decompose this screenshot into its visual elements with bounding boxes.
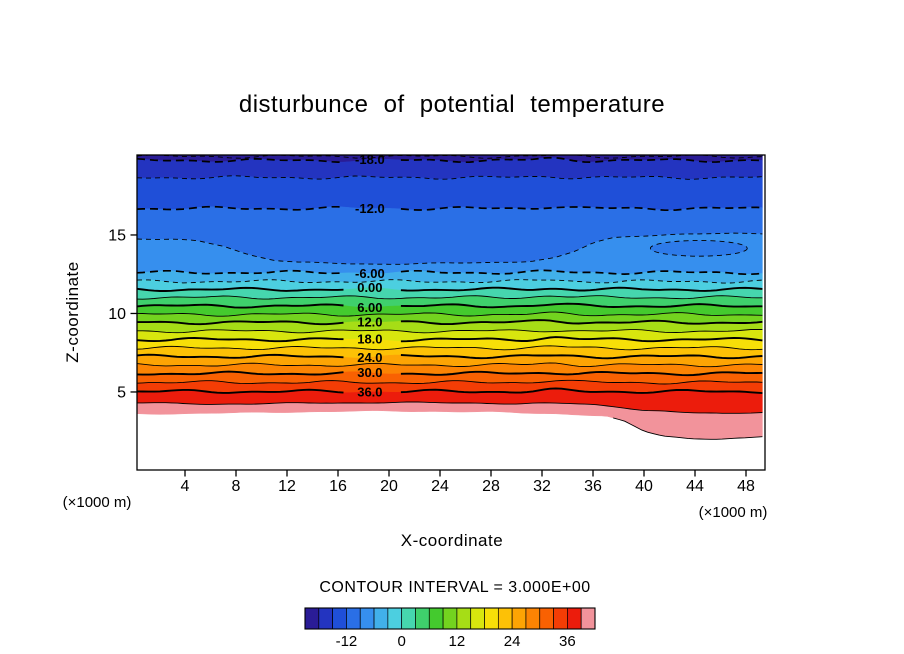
blob-outline [613,417,763,440]
contour-line [400,269,763,276]
y-tick-label: 15 [108,227,126,244]
contour-line-label: 12.0 [357,314,382,329]
colorbar-tick-label: 12 [449,633,466,650]
colorbar-segment [318,607,333,630]
colorbar-segment [359,607,375,630]
colorbar-segment [456,607,472,630]
contour-line [137,345,763,351]
y-axis-unit-label: (×1000 m) [63,494,132,511]
colorbar-segment [484,607,499,630]
contour-line [400,387,763,395]
minus9-loop [650,240,748,257]
contour-line [137,328,763,334]
x-tick-label: 12 [278,478,296,495]
colorbar-segment [428,607,444,630]
colorbar-segment [525,607,541,630]
contour-line-label: -18.0 [355,152,385,167]
contour-line [137,155,763,159]
contour-line [137,295,763,300]
colorbar-tick-label: 24 [504,633,521,650]
x-axis-unit-label: (×1000 m) [699,504,768,521]
x-tick-label: 20 [380,478,398,495]
x-tick-label: 4 [181,478,190,495]
colorbar-tick-label: -12 [336,633,358,650]
contour-line [137,205,344,211]
contour-line [400,156,763,164]
contour-line-label: 30.0 [357,365,382,380]
contour-line [137,175,763,180]
contour-line-label: -6.00 [355,266,385,281]
contour-band [137,175,763,211]
contour-line [137,311,763,317]
x-axis-label: X-coordinate [401,531,503,550]
colorbar-tick-label: 0 [397,633,405,650]
colorbar-segment [346,607,361,630]
contour-line-label: 24.0 [357,350,382,365]
colorbar-segment [497,607,513,630]
contour-line [400,319,763,326]
plot-frame [136,154,766,471]
contour-line [137,388,344,394]
contour-line-label: 18.0 [357,331,382,346]
colorbar-segment [387,607,403,630]
colorbar-segment [415,607,430,630]
colorbar-segment [470,607,485,630]
y-tick-label: 5 [117,384,126,401]
colorbar-segment [401,607,416,630]
x-tick-label: 8 [232,478,241,495]
contour-line-label: 36.0 [357,384,382,399]
contour-line-label: 0.00 [357,280,382,295]
contour-line [137,370,344,376]
colorbar-segment [511,607,527,630]
colorbar-frame [304,607,596,630]
colorbar-segment [373,607,389,630]
contour-line [137,337,344,343]
colorbar-segment [553,607,568,630]
contour-line [137,269,344,275]
x-tick-label: 44 [686,478,704,495]
colorbar-segment [567,607,582,630]
x-tick-label: 48 [737,478,755,495]
contour-line [400,354,763,360]
chart-title: disturbunce of potential temperature [239,91,665,118]
y-axis-label: Z-coordinate [63,261,82,362]
y-tick-label: 10 [108,306,126,323]
contour-line [137,157,344,163]
x-tick-label: 24 [431,478,449,495]
contour-interval-label: CONTOUR INTERVAL = 3.000E+00 [319,579,590,596]
x-tick-label: 36 [584,478,602,495]
colorbar-segment [304,607,320,630]
contour-line [400,286,763,292]
colorbar-tick-label: 36 [559,633,576,650]
contour-line [400,206,763,212]
contour-line [400,336,763,343]
colorbar: -12 0 12 24 36 [304,607,596,650]
contour-line [137,353,344,359]
colorbar-segment [442,607,458,630]
contour-line [137,379,763,385]
colorbar-segment [580,607,596,630]
x-tick-label: 16 [329,478,347,495]
contour-line [137,303,344,309]
contour-line [137,232,763,265]
contour-line [137,401,763,414]
contour-line [137,279,763,284]
x-tick-label: 32 [533,478,551,495]
colorbar-segment [332,607,347,630]
contour-line [400,302,763,309]
x-tick-label: 40 [635,478,653,495]
contour-line [400,370,763,377]
minus9-loop-contour [649,240,748,257]
contour-line-label: 6.00 [357,300,382,315]
contour-line [137,362,763,368]
contour-line [137,320,344,326]
contour-line [137,286,344,292]
colorbar-segment [539,607,554,630]
x-tick-label: 28 [482,478,500,495]
contour-line-label: -12.0 [355,201,385,216]
